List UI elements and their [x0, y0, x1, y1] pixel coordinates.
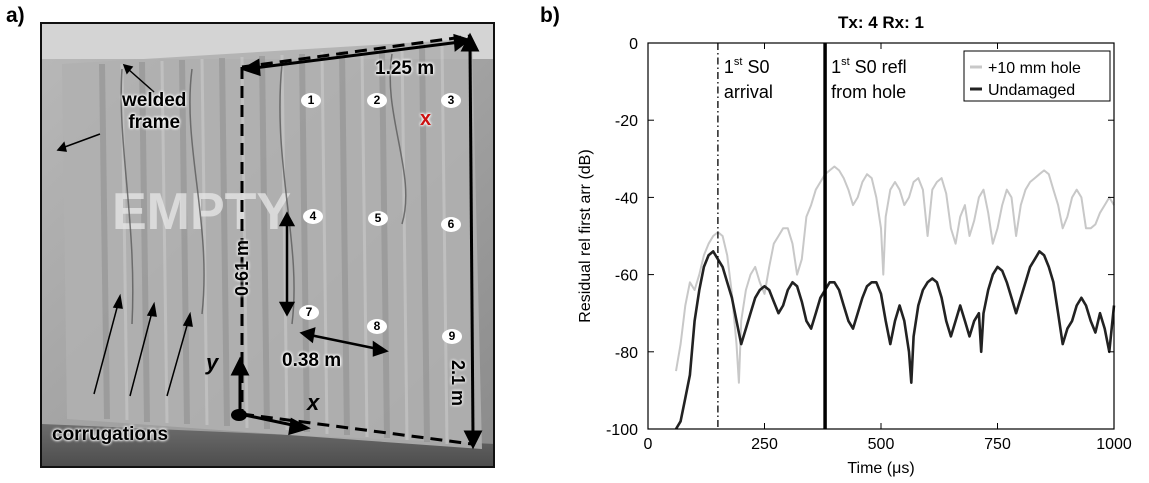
chart-title: Tx: 4 Rx: 1 — [838, 13, 924, 32]
marker-label-1: 1st S0 refl — [831, 56, 907, 77]
marker-label-line2-0: arrival — [724, 82, 773, 102]
y-tick-label-4: -80 — [615, 345, 638, 362]
label-spacing-horizontal: 0.38 m — [282, 350, 342, 371]
x-tick-label-3: 750 — [984, 436, 1011, 453]
y-tick-label-5: -100 — [606, 422, 638, 439]
container-photo: EMPTY — [40, 22, 495, 468]
sensor-1: 1 — [301, 93, 321, 108]
sensor-5: 5 — [368, 211, 388, 226]
x-tick-label-2: 500 — [868, 436, 895, 453]
series-line-0 — [675, 165, 1115, 384]
label-spacing-vertical: 0.61 m — [232, 239, 252, 296]
y-tick-label-0: 0 — [629, 36, 638, 53]
y-tick-label-3: -60 — [615, 268, 638, 285]
photo-illustration: EMPTY — [42, 24, 493, 466]
y-axis-label: Residual rel first arr (dB) — [577, 149, 594, 322]
x-tick-label-0: 0 — [644, 436, 653, 453]
sensor-8: 8 — [367, 319, 387, 334]
sensor-7: 7 — [299, 305, 319, 320]
y-tick-label-2: -40 — [615, 190, 638, 207]
legend-label-0: +10 mm hole — [988, 60, 1081, 77]
residual-chart: Tx: 4 Rx: 1 1st S0 arrival 1st S0 refl from … — [577, 13, 1132, 477]
series-line-1 — [674, 250, 1116, 430]
sensor-6: 6 — [441, 217, 461, 232]
axis-label-y: y — [206, 350, 219, 375]
label-width: 1.25 m — [375, 58, 435, 79]
legend-box — [963, 50, 1111, 102]
x-tick-label-4: 1000 — [1096, 436, 1132, 453]
label-height: 2.1 m — [448, 360, 468, 407]
y-tick-label-1: -20 — [615, 113, 638, 130]
label-corrugations: corrugations — [52, 424, 169, 445]
x-axis-label: Time (μs) — [847, 460, 914, 477]
damage-marker: x — [420, 108, 432, 130]
sensor-9: 9 — [442, 329, 462, 344]
axis-label-x: x — [307, 390, 320, 415]
sensor-3: 3 — [441, 93, 461, 108]
x-tick-label-1: 250 — [751, 436, 778, 453]
label-welded-frame: welded frame — [122, 90, 187, 133]
panel-b-label: b) — [540, 4, 560, 27]
marker-label-0: 1st S0 — [724, 56, 770, 77]
panel-a-label: a) — [6, 4, 25, 27]
marker-label-line2-1: from hole — [831, 82, 906, 102]
sensor-2: 2 — [367, 93, 387, 108]
sensor-4: 4 — [303, 209, 323, 224]
legend-label-1: Undamaged — [988, 82, 1075, 99]
